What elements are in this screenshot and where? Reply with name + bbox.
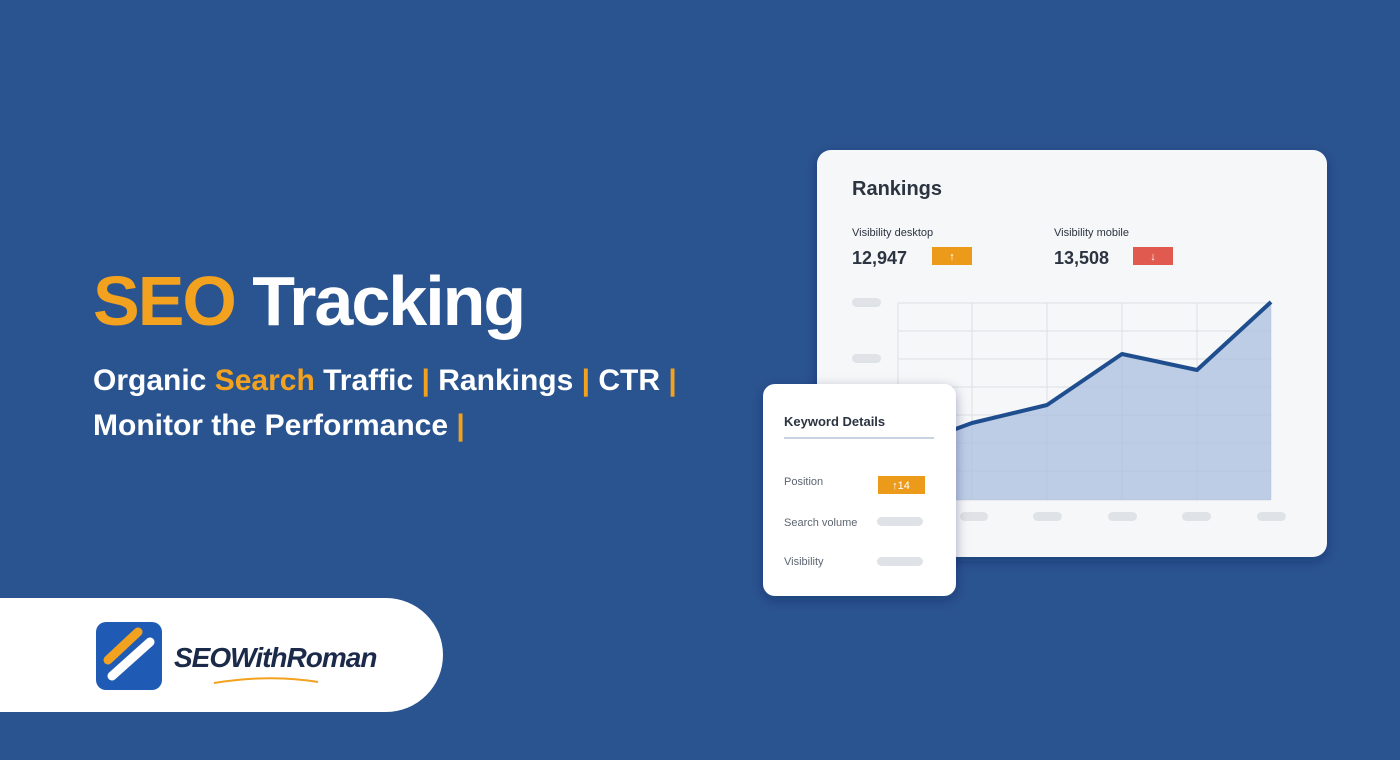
- card-title: Rankings: [852, 178, 942, 200]
- placeholder-pills: [852, 298, 1286, 521]
- badge-text: ↑14: [892, 480, 910, 492]
- chart-area: [898, 302, 1271, 500]
- row-label: Position: [784, 476, 823, 488]
- metric-label: Visibility desktop: [852, 227, 933, 239]
- headline: SEO Tracking: [93, 262, 524, 340]
- subtitle-word: Monitor the Performance: [93, 409, 448, 442]
- metric-value: 13,508: [1054, 248, 1109, 268]
- placeholder-pill: [877, 517, 923, 526]
- metric-value: 12,947: [852, 248, 907, 268]
- subtitle-word: CTR: [598, 364, 660, 397]
- badge-text: ↑: [949, 251, 955, 263]
- badge: [1133, 247, 1173, 265]
- subtitle-line: Monitor the Performance |: [93, 409, 465, 442]
- badge: [878, 476, 925, 494]
- subtitle-word: Traffic: [323, 364, 413, 397]
- subtitle-word: Rankings: [438, 364, 573, 397]
- separator: |: [422, 364, 430, 397]
- subtitle-word: Organic: [93, 364, 206, 397]
- headline-highlight: SEO: [93, 262, 235, 340]
- chart-line: [897, 300, 1273, 452]
- brand-logo: [96, 622, 162, 690]
- separator: |: [668, 364, 676, 397]
- subtitle-word: Search: [215, 364, 315, 397]
- separator: |: [582, 364, 590, 397]
- card-title: Keyword Details: [784, 414, 885, 429]
- badge: [932, 247, 972, 265]
- row-label: Search volume: [784, 517, 857, 529]
- metric-label: Visibility mobile: [1054, 227, 1129, 239]
- headline-rest: Tracking: [252, 262, 524, 340]
- row-label: Visibility: [784, 556, 824, 568]
- subtitle-line: Organic Search Traffic | Rankings | CTR …: [93, 364, 677, 397]
- brand-name[interactable]: SEOWithRoman: [174, 642, 377, 673]
- badge-text: ↓: [1150, 251, 1156, 263]
- placeholder-pill: [877, 557, 923, 566]
- brand-swoosh: [213, 677, 319, 684]
- separator: |: [456, 409, 464, 442]
